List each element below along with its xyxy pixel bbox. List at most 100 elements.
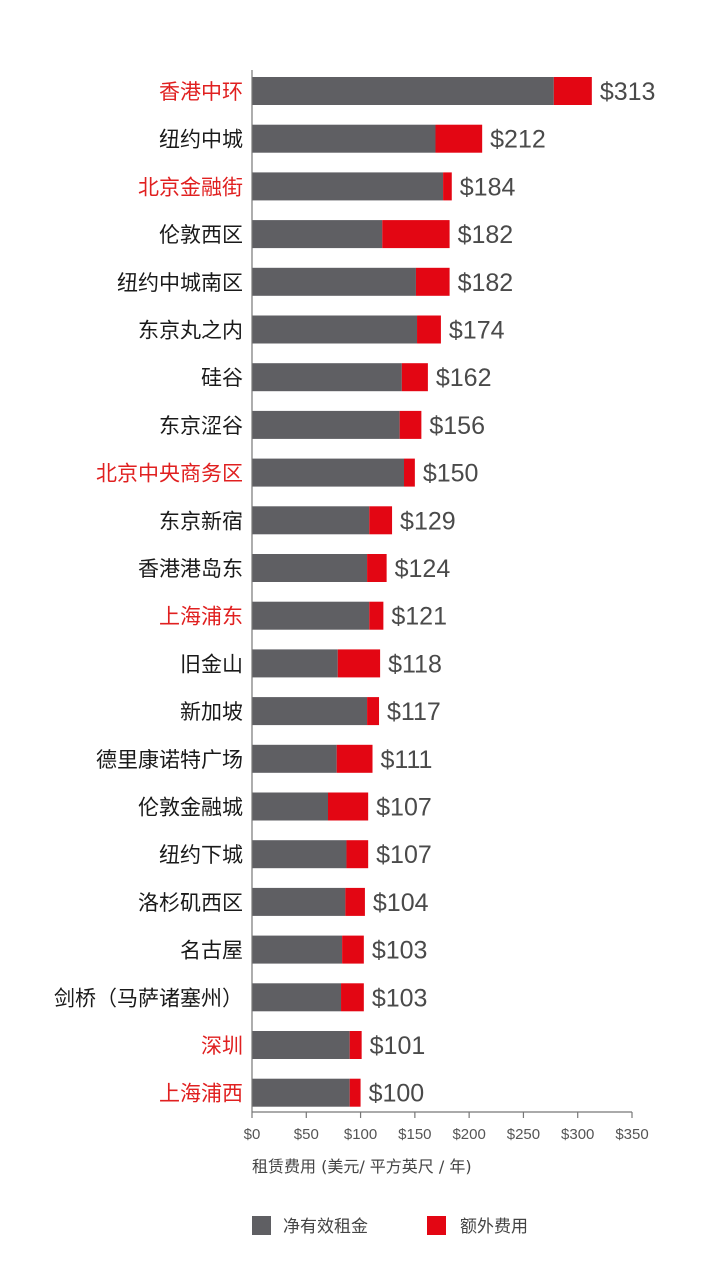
value-label: $117 xyxy=(387,698,441,726)
bar-net-rent-8 xyxy=(252,458,404,487)
bar-additional-4 xyxy=(415,267,450,296)
bar-additional-16 xyxy=(346,840,369,869)
bar-net-rent-7 xyxy=(252,410,400,439)
bar-additional-6 xyxy=(401,363,428,392)
bar-additional-7 xyxy=(399,410,422,439)
bar-net-rent-17 xyxy=(252,887,346,916)
bar-net-rent-12 xyxy=(252,649,338,678)
bar-net-rent-14 xyxy=(252,744,337,773)
x-tick-label: $0 xyxy=(244,1126,261,1143)
x-tick-label: $300 xyxy=(561,1126,594,1143)
category-label: 剑桥（马萨诸塞州） xyxy=(54,986,243,1010)
value-label: $107 xyxy=(376,841,432,869)
category-label: 上海浦西 xyxy=(159,1082,243,1106)
category-label: 纽约下城 xyxy=(159,843,243,867)
bar-net-rent-6 xyxy=(252,363,402,392)
category-label: 香港中环 xyxy=(159,80,243,104)
value-label: $104 xyxy=(373,889,429,917)
x-axis-ticks: $0 $50 $100 $150 $200 $250 $300 $350 xyxy=(244,1112,649,1143)
bar-net-rent-15 xyxy=(252,792,328,821)
bar-additional-5 xyxy=(417,315,441,344)
legend-swatch-additional xyxy=(427,1216,446,1235)
bar-additional-15 xyxy=(328,792,369,821)
bar-net-rent-4 xyxy=(252,267,416,296)
bar-net-rent-19 xyxy=(252,983,342,1012)
x-tick-label: $200 xyxy=(452,1126,485,1143)
value-label: $100 xyxy=(369,1080,425,1108)
category-label: 北京金融街 xyxy=(138,175,243,199)
value-label: $156 xyxy=(429,412,485,440)
value-label: $184 xyxy=(460,173,516,201)
value-label: $118 xyxy=(388,650,442,678)
bar-net-rent-16 xyxy=(252,840,347,869)
bar-net-rent-11 xyxy=(252,601,370,630)
category-label: 名古屋 xyxy=(180,939,243,963)
value-label: $107 xyxy=(376,794,432,822)
x-tick-label: $100 xyxy=(344,1126,377,1143)
bar-net-rent-0 xyxy=(252,77,554,105)
category-label: 纽约中城 xyxy=(159,128,243,152)
bar-additional-1 xyxy=(435,124,483,153)
category-label: 洛杉矶西区 xyxy=(138,891,243,915)
category-label: 上海浦东 xyxy=(159,605,243,629)
bar-additional-17 xyxy=(345,887,365,916)
category-label: 德里康诺特广场 xyxy=(96,748,243,772)
bar-net-rent-13 xyxy=(252,697,368,726)
bar-net-rent-18 xyxy=(252,935,343,964)
bar-net-rent-5 xyxy=(252,315,418,344)
x-axis xyxy=(251,70,632,1113)
bar-additional-12 xyxy=(337,649,381,678)
value-label: $111 xyxy=(381,746,433,774)
category-label: 东京新宿 xyxy=(159,509,243,533)
legend-label-additional: 额外费用 xyxy=(460,1217,528,1237)
bar-net-rent-3 xyxy=(252,220,383,249)
value-label: $162 xyxy=(436,364,492,392)
bar-additional-10 xyxy=(367,554,387,582)
category-label: 北京中央商务区 xyxy=(96,462,243,486)
category-label: 新加坡 xyxy=(180,700,243,724)
x-tick-label: $50 xyxy=(294,1126,319,1143)
category-label: 旧金山 xyxy=(180,652,243,676)
bar-net-rent-1 xyxy=(252,124,436,153)
category-label: 东京涩谷 xyxy=(159,414,243,438)
category-label: 纽约中城南区 xyxy=(117,271,243,295)
value-label: $182 xyxy=(458,221,514,249)
x-tick-label: $150 xyxy=(398,1126,431,1143)
value-label: $103 xyxy=(372,937,428,965)
value-label: $313 xyxy=(600,78,656,106)
category-label: 硅谷 xyxy=(201,366,243,390)
value-label: $212 xyxy=(490,126,546,154)
bar-additional-18 xyxy=(342,935,364,964)
bar-additional-19 xyxy=(341,983,364,1012)
bar-additional-14 xyxy=(336,744,373,773)
category-label: 伦敦西区 xyxy=(159,223,243,247)
bar-net-rent-9 xyxy=(252,506,370,535)
value-label: $103 xyxy=(372,984,428,1012)
category-label: 香港港岛东 xyxy=(138,557,243,581)
category-label: 东京丸之内 xyxy=(138,319,243,343)
bar-additional-2 xyxy=(443,172,452,201)
category-label: 深圳 xyxy=(201,1034,243,1058)
value-label: $121 xyxy=(391,603,447,631)
bar-additional-11 xyxy=(369,601,384,630)
bar-net-rent-10 xyxy=(252,554,368,582)
value-labels: $313 $212 $184 $182 $182 $174 $162 $156 $150 $129… xyxy=(369,78,656,1108)
legend-label-net-rent: 净有效租金 xyxy=(283,1217,368,1237)
bar-additional-0 xyxy=(553,77,592,105)
value-label: $101 xyxy=(370,1032,426,1060)
bar-net-rent-20 xyxy=(252,1031,350,1059)
category-labels: 香港中环纽约中城北京金融街伦敦西区纽约中城南区东京丸之内硅谷东京涩谷北京中央商务… xyxy=(54,80,243,1106)
bar-additional-21 xyxy=(349,1078,361,1107)
bar-additional-9 xyxy=(369,506,393,535)
x-axis-title: 租赁费用 (美元/ 平方英尺 / 年) xyxy=(252,1157,472,1176)
bars-group xyxy=(252,77,592,1107)
bar-additional-8 xyxy=(404,458,415,487)
value-label: $129 xyxy=(400,507,456,535)
legend: 净有效租金 额外费用 xyxy=(252,1216,528,1237)
bar-additional-20 xyxy=(349,1031,362,1059)
category-label: 伦敦金融城 xyxy=(138,796,243,820)
bar-net-rent-21 xyxy=(252,1078,350,1107)
value-label: $124 xyxy=(395,555,451,583)
value-label: $182 xyxy=(458,269,514,297)
x-tick-label: $350 xyxy=(615,1126,648,1143)
